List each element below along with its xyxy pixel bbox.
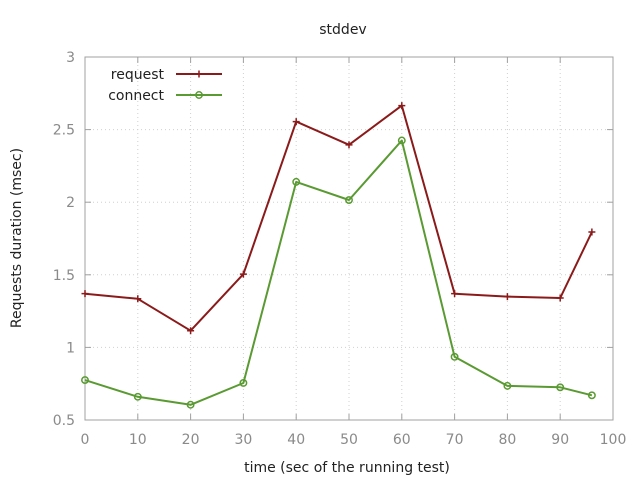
x-tick-label: 90 — [551, 432, 569, 448]
y-axis-label: Requests duration (msec) — [9, 148, 25, 328]
data-point — [186, 400, 195, 409]
data-point — [134, 295, 142, 303]
x-tick-label: 10 — [129, 432, 147, 448]
data-point — [587, 391, 596, 400]
data-point — [345, 196, 353, 204]
grid — [85, 57, 613, 420]
legend-item-connect: connect — [108, 88, 222, 104]
data-point — [556, 383, 565, 392]
y-tick-label: 2 — [66, 195, 75, 211]
data-point — [588, 228, 596, 236]
x-tick-label: 20 — [182, 432, 200, 448]
data-point — [398, 102, 406, 110]
data-point — [187, 327, 195, 335]
data-point — [81, 376, 89, 385]
chart-title: stddev — [319, 22, 366, 38]
data-point — [345, 141, 353, 149]
data-point — [239, 270, 247, 278]
x-tick-label: 40 — [287, 432, 305, 448]
data-point — [503, 293, 511, 301]
x-tick-label: 30 — [234, 432, 252, 448]
series-request — [81, 102, 596, 335]
x-tick-label: 80 — [498, 432, 516, 448]
y-tick-label: 0.5 — [53, 413, 75, 429]
series-line — [84, 104, 593, 332]
y-tick-label: 3 — [66, 50, 75, 66]
data-point — [451, 290, 459, 298]
data-point — [292, 118, 300, 126]
x-tick-label: 50 — [340, 432, 358, 448]
data-point — [450, 352, 459, 361]
y-tick-label: 1.5 — [53, 268, 75, 284]
legend-item-request: request — [111, 67, 222, 83]
data-point — [81, 290, 89, 298]
data-point — [239, 379, 248, 387]
data-point — [503, 381, 512, 390]
data-point — [292, 177, 301, 186]
axis-ticks: 0 10 20 30 40 50 60 70 80 90 100 0.5 1 1.5 2 2.5 3 — [53, 50, 627, 448]
data-point — [397, 136, 406, 145]
y-tick-label: 1 — [66, 340, 75, 356]
legend: request connect — [108, 67, 222, 104]
data-point — [195, 91, 203, 99]
x-tick-label: 70 — [446, 432, 464, 448]
data-point — [133, 392, 142, 401]
legend-label: connect — [108, 88, 164, 104]
legend-label: request — [111, 67, 165, 83]
data-point — [195, 70, 203, 78]
x-tick-label: 0 — [81, 432, 90, 448]
x-tick-label: 60 — [393, 432, 411, 448]
x-axis-label: time (sec of the running test) — [244, 460, 450, 476]
x-tick-label: 100 — [600, 432, 627, 448]
y-tick-label: 2.5 — [53, 123, 75, 139]
series-connect — [81, 136, 596, 409]
series-line — [84, 139, 593, 406]
data-point — [556, 294, 564, 302]
series-group — [81, 102, 596, 409]
